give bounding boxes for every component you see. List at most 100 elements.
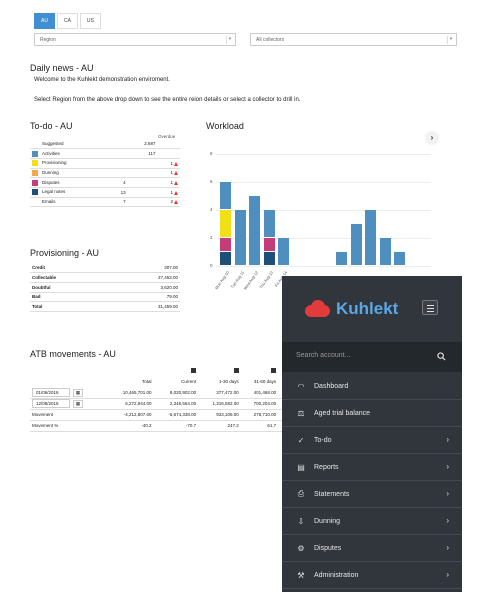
sidebar-item-reports[interactable]: ▤ Reports › bbox=[282, 454, 462, 481]
todo-label-cell: Legal notes bbox=[30, 187, 110, 198]
table-row: 01/06/2016 ▦ 10,465,701.00 8,020,902.00 3… bbox=[30, 387, 300, 399]
todo-row[interactable]: Provisioning 1 bbox=[30, 158, 180, 169]
todo-row[interactable]: Activities 117 bbox=[30, 148, 180, 159]
calendar-icon[interactable]: ▦ bbox=[73, 400, 83, 408]
chevron-right-icon: › bbox=[446, 543, 449, 552]
todo-label-cell: Emails bbox=[30, 197, 110, 208]
todo-overdue: 1 bbox=[170, 170, 173, 176]
provisioning-row: Total 31,459.00 bbox=[30, 301, 180, 312]
provisioning-row: Bad 79.00 bbox=[30, 292, 180, 303]
alert-icon bbox=[174, 161, 178, 166]
chart-bar[interactable] bbox=[263, 210, 275, 237]
todo-value: 117 bbox=[127, 148, 158, 159]
region-select[interactable]: Region ▾ bbox=[34, 33, 236, 46]
sidebar-nav: ◠ Dashboard ⚖ Aged trial balance ✓ To-do › ▤ Rep… bbox=[282, 373, 462, 589]
date-input-from[interactable]: 01/06/2016 bbox=[32, 387, 70, 397]
column-toggle-icon[interactable] bbox=[233, 367, 239, 373]
provisioning-label: Collectable bbox=[30, 272, 111, 283]
provisioning-value: 27,453.00 bbox=[110, 272, 180, 283]
chart-bar[interactable] bbox=[379, 238, 391, 265]
report-icon: ▤ bbox=[297, 462, 305, 472]
sidebar-item-disputes[interactable]: ⚙ Disputes › bbox=[282, 535, 462, 562]
todo-value: 2,687 bbox=[127, 139, 158, 150]
tab-au[interactable]: AU bbox=[34, 13, 55, 29]
cell: 401,468.00 bbox=[240, 387, 279, 399]
menu-toggle-button[interactable] bbox=[422, 300, 438, 315]
cell: 700,204.00 bbox=[240, 398, 279, 410]
chart-bar[interactable] bbox=[263, 238, 275, 251]
todo-count bbox=[110, 168, 128, 179]
tab-us[interactable]: US bbox=[79, 13, 101, 29]
date-input-to[interactable]: 12/08/2016 bbox=[32, 399, 70, 408]
cell: 61.7 bbox=[240, 420, 279, 432]
column-toggle-icon[interactable] bbox=[191, 367, 197, 373]
sidebar-item-dunning[interactable]: ⇩ Dunning › bbox=[282, 508, 462, 535]
provisioning-value: 31,459.00 bbox=[110, 301, 180, 312]
cell: 2,346,564.00 bbox=[153, 398, 199, 410]
cell: 933,109.00 bbox=[198, 409, 241, 421]
atb-col-current: Current bbox=[181, 379, 197, 384]
todo-row[interactable]: Emails 7 2 bbox=[30, 197, 180, 208]
search-icon[interactable] bbox=[437, 352, 446, 361]
todo-row[interactable]: Legal notes 13 1 bbox=[30, 187, 180, 198]
chart-bar[interactable] bbox=[278, 238, 289, 265]
chart-bar[interactable] bbox=[350, 224, 362, 265]
sidebar-item-administration[interactable]: ⚒ Administration › bbox=[282, 562, 462, 589]
legend-swatch bbox=[32, 169, 38, 176]
todo-count bbox=[110, 148, 128, 159]
dunning-icon: ⇩ bbox=[297, 516, 305, 526]
chart-bar[interactable] bbox=[394, 252, 405, 265]
column-toggle-icon[interactable] bbox=[271, 367, 277, 373]
movement-label: Movement bbox=[30, 409, 108, 421]
chart-bar[interactable] bbox=[263, 252, 275, 265]
brand-logo[interactable]: Kuhlekt bbox=[302, 296, 398, 322]
provisioning-value: 79.00 bbox=[110, 292, 180, 303]
atb-col-31-60: 31-60 days bbox=[253, 379, 277, 384]
todo-overdue: 1 bbox=[170, 160, 173, 166]
sidebar-item-dashboard[interactable]: ◠ Dashboard bbox=[282, 373, 462, 400]
chart-bar[interactable] bbox=[220, 252, 231, 265]
chart-bar[interactable] bbox=[249, 196, 260, 265]
dashboard-icon: ◠ bbox=[297, 381, 305, 391]
y-tick-label: 6 bbox=[210, 179, 213, 184]
chart-bar[interactable] bbox=[220, 210, 231, 237]
gridline bbox=[216, 182, 431, 183]
chart-bar[interactable] bbox=[336, 252, 347, 265]
sidebar-item-aged-trial-balance[interactable]: ⚖ Aged trial balance bbox=[282, 400, 462, 427]
chart-bar[interactable] bbox=[220, 182, 231, 209]
cell: 6,272,944.00 bbox=[107, 398, 154, 410]
cell: 8,020,902.00 bbox=[153, 387, 199, 399]
todo-count bbox=[110, 139, 128, 150]
cell: 10,465,701.00 bbox=[107, 387, 154, 399]
search-input[interactable]: Search account... bbox=[296, 352, 351, 359]
sidebar-item-statements[interactable]: ⎙ Statements › bbox=[282, 481, 462, 508]
account-search[interactable]: Search account... bbox=[282, 342, 462, 372]
atb-col-1-30: 1-30 days bbox=[219, 379, 239, 384]
legend-swatch bbox=[32, 179, 38, 186]
sidebar-item-label: Disputes bbox=[314, 544, 342, 552]
collector-select[interactable]: All collectors ▾ bbox=[250, 33, 457, 46]
chart-bar[interactable] bbox=[365, 210, 376, 265]
chart-bar[interactable] bbox=[220, 238, 231, 251]
instruction-text: Select Region from the above drop down t… bbox=[34, 97, 301, 103]
cell: -70.7 bbox=[153, 420, 199, 432]
table-row: Movement -4,212,807.00 -5,674,338.00 933… bbox=[30, 409, 300, 421]
tab-ca[interactable]: CA bbox=[56, 13, 78, 29]
calendar-icon[interactable]: ▦ bbox=[73, 388, 83, 397]
todo-label-cell: Activities bbox=[30, 148, 110, 159]
provisioning-value: 3,620.00 bbox=[110, 282, 180, 293]
todo-overdue-cell: 1 bbox=[157, 177, 180, 188]
sidebar-item-to-do[interactable]: ✓ To-do › bbox=[282, 427, 462, 454]
todo-label-cell: Suggested bbox=[30, 139, 110, 150]
todo-row[interactable]: Disputes 4 1 bbox=[30, 177, 180, 188]
chevron-right-icon[interactable]: › bbox=[425, 131, 439, 145]
todo-value bbox=[127, 168, 158, 179]
sidebar: Kuhlekt Search account... ◠ Dashboard ⚖ Age… bbox=[282, 276, 462, 592]
todo-overdue-cell bbox=[157, 139, 180, 150]
todo-row[interactable]: Suggested 2,687 bbox=[30, 139, 180, 150]
sidebar-item-label: Dashboard bbox=[314, 382, 349, 390]
todo-label: Suggested bbox=[42, 140, 64, 146]
chart-bar[interactable] bbox=[234, 210, 246, 265]
provisioning-row: Credit 307.00 bbox=[30, 263, 180, 274]
todo-row[interactable]: Dunning 1 bbox=[30, 168, 180, 179]
